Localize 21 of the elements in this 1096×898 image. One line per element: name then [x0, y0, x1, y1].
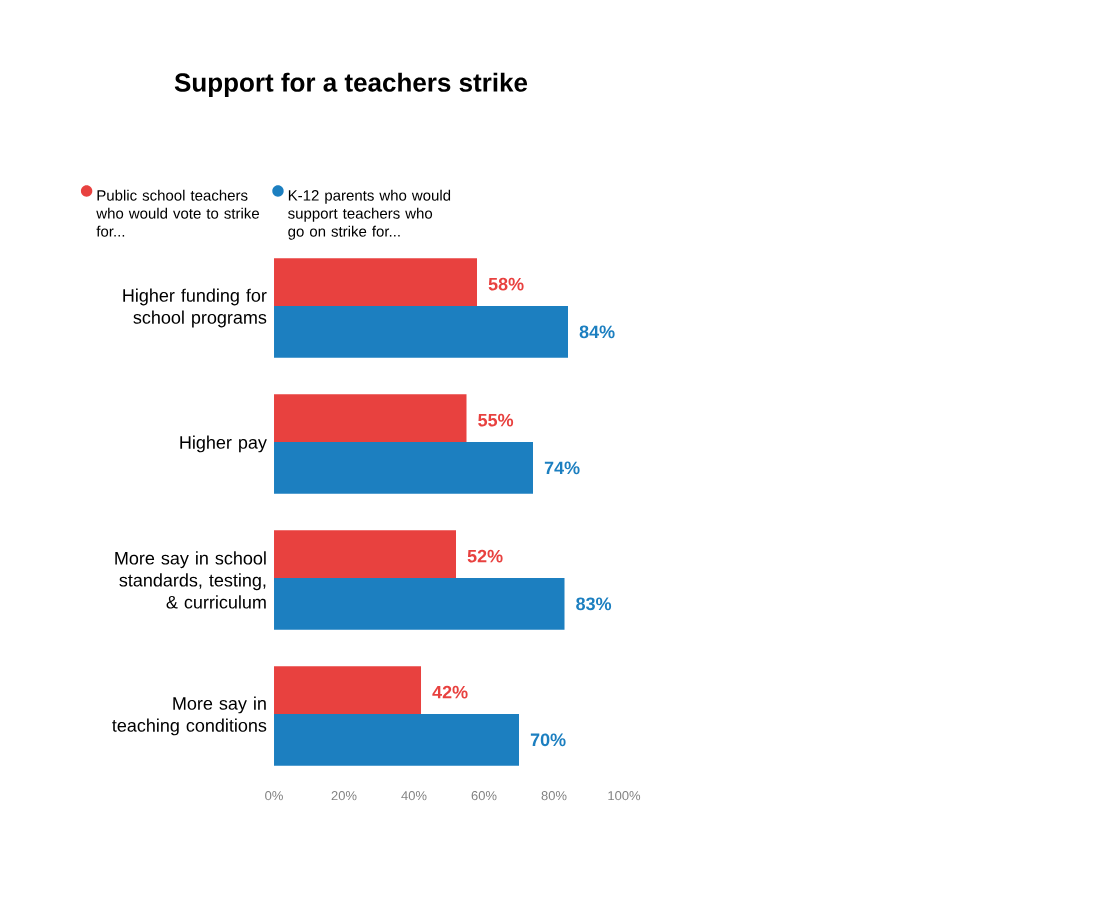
data-label: 83%	[576, 597, 612, 611]
y-tick-label: More say in teaching conditions	[112, 696, 267, 736]
data-label: 70%	[530, 733, 566, 747]
bar	[274, 577, 565, 630]
data-label: 58%	[488, 277, 524, 291]
bar	[274, 666, 422, 718]
data-label: 42%	[432, 685, 468, 699]
bar	[274, 713, 520, 766]
data-label: 52%	[467, 549, 503, 563]
y-tick-label: Higher funding for school programs	[123, 288, 267, 328]
bar	[274, 394, 467, 446]
data-label: 84%	[579, 325, 615, 339]
bar	[274, 441, 533, 494]
data-label: 55%	[478, 413, 514, 427]
y-tick-label: More say in school standards, testing, & curriculum	[115, 551, 266, 609]
chart-title: Support for a teachers strike	[174, 72, 528, 97]
y-tick-label: Higher pay	[180, 435, 267, 453]
bar	[274, 258, 478, 310]
bar	[274, 305, 569, 358]
data-label: 74%	[544, 461, 580, 475]
bar	[274, 530, 457, 582]
